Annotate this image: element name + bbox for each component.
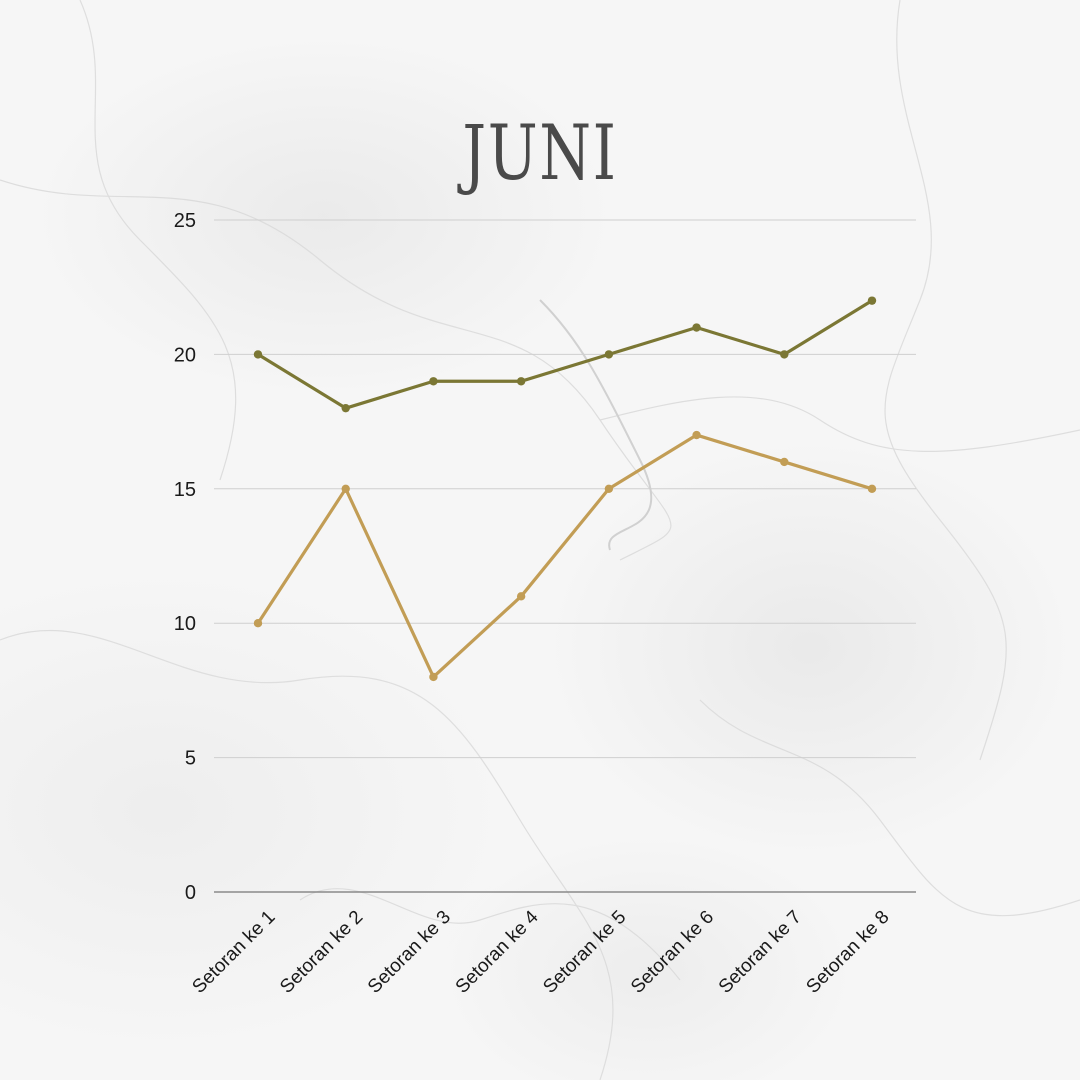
data-point [253, 619, 263, 628]
y-tick-label: 10 [174, 613, 196, 635]
data-point [867, 484, 877, 493]
data-point [780, 350, 789, 359]
x-tick-label: Setoran ke 3 [364, 907, 455, 998]
series-points [253, 296, 877, 682]
x-tick-label: Setoran ke 1 [188, 907, 279, 998]
x-tick-label: Setoran ke 8 [802, 907, 893, 998]
chart-title: JUNI [462, 108, 618, 197]
data-point [604, 350, 614, 359]
data-point [516, 377, 526, 386]
data-point [516, 592, 526, 601]
x-tick-label: Setoran ke 4 [452, 906, 543, 997]
data-point [341, 484, 350, 493]
data-point [692, 323, 701, 332]
data-point [341, 403, 350, 413]
y-tick-label: 20 [174, 344, 196, 366]
y-axis-ticks: 0 5 10 15 20 25 [174, 210, 196, 904]
data-point [429, 377, 438, 386]
data-point [604, 484, 614, 493]
series-line-2 [256, 433, 874, 679]
x-tick-label: Setoran ke 7 [715, 907, 806, 998]
x-tick-label: Setoran ke 5 [539, 907, 630, 998]
y-tick-label: 15 [174, 479, 196, 501]
data-point [253, 350, 263, 359]
gridlines [214, 219, 916, 893]
x-tick-label: Setoran ke 6 [627, 907, 718, 998]
data-point [867, 296, 877, 305]
series-lines [256, 299, 874, 679]
data-point [692, 430, 701, 440]
data-point [780, 457, 789, 467]
y-tick-label: 5 [185, 748, 196, 770]
x-tick-label: Setoran ke 2 [276, 907, 367, 998]
data-point [429, 672, 438, 682]
y-tick-label: 0 [185, 882, 196, 904]
y-tick-label: 25 [174, 210, 196, 232]
series-line-1 [256, 299, 874, 410]
